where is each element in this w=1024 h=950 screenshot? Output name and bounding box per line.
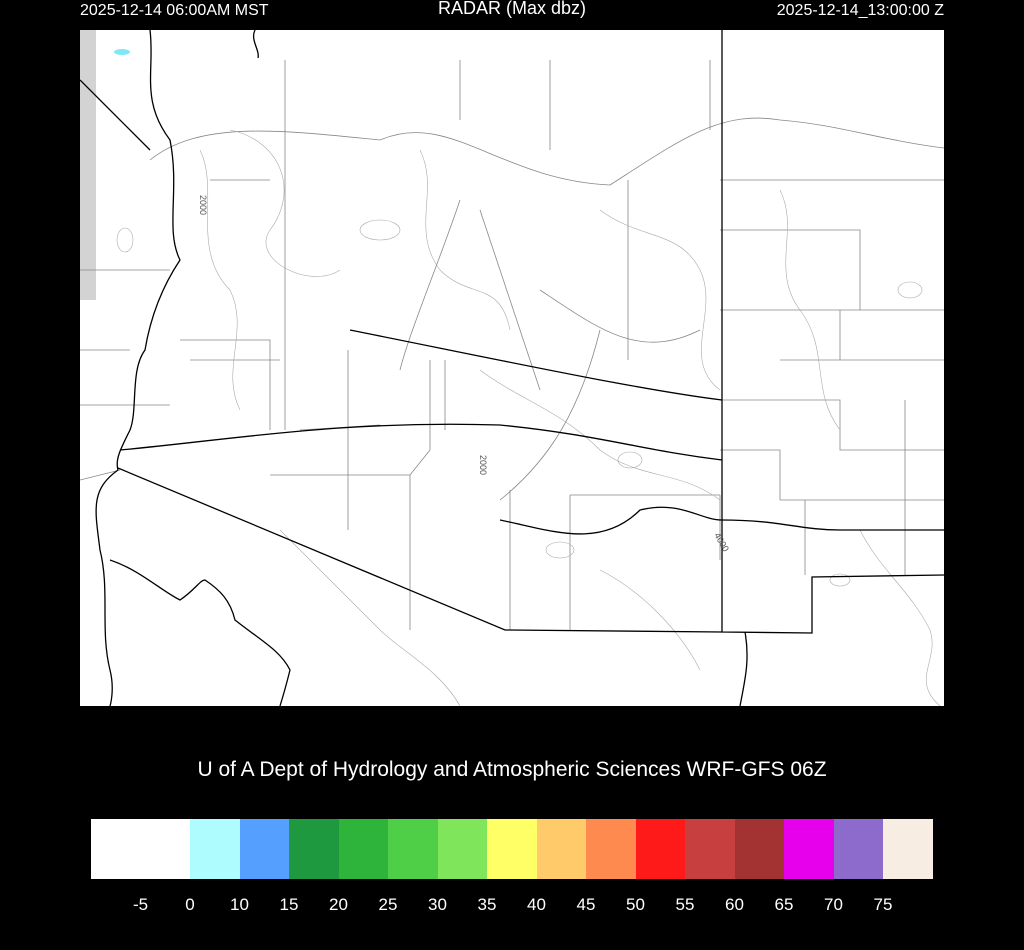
colorbar-tick-label: 45 [576,895,596,914]
colorbar-tick-label: 75 [873,895,893,914]
colorbar-tick-label: 70 [824,895,843,914]
colorbar-swatch [685,819,735,879]
radar-map: 2000 2000 4000 [80,30,944,706]
colorbar-swatch [883,819,933,879]
colorbar-tick-label: 15 [279,895,299,914]
colorbar-tick-label: 30 [428,895,447,914]
colorbar-swatch [487,819,537,879]
colorbar-tick-label: 65 [774,895,794,914]
missing-data-strip [80,30,96,300]
colorbar-swatch [784,819,834,879]
colorbar-swatch [536,819,586,879]
colorbar-swatch [388,819,438,879]
colorbar-swatch [190,819,240,879]
colorbar-swatch [437,819,487,879]
contour-label: 2000 [198,195,208,215]
colorbar-swatch [635,819,685,879]
colorbar-tick-label: 60 [725,895,744,914]
colorbar-swatch [586,819,636,879]
colorbar-swatch [833,819,883,879]
colorbar-tick-label: 55 [675,895,695,914]
colorbar-tick-label: 50 [626,895,645,914]
map-title: RADAR (Max dbz) [437,0,587,18]
colorbar-swatch [239,819,289,879]
colorbar-tick-label: 10 [230,895,249,914]
colorbar-tick-label: -5 [132,895,149,914]
credit-line: U of A Dept of Hydrology and Atmospheric… [197,758,827,781]
colorbar-tick-label: 0 [185,895,195,914]
radar-echo [114,49,130,55]
utc-time: 2025-12-14_13:00:00 Z [776,2,944,19]
contour-labels: 2000 2000 4000 [198,195,731,553]
county-lines [80,60,944,630]
terrain-contours [116,129,941,706]
colorbar-tick-label: 20 [329,895,348,914]
colorbar-swatch [338,819,388,879]
colorbar-tick-label: 35 [477,895,497,914]
colorbar-swatch [91,819,190,879]
contour-label: 2000 [478,455,488,475]
state-borders [80,30,944,706]
colorbar [91,819,933,879]
colorbar-tick-label: 40 [527,895,546,914]
local-time: 2025-12-14 06:00AM MST [80,2,269,19]
colorbar-tick-label: 25 [378,895,398,914]
contour-label: 4000 [712,531,731,553]
colorbar-swatch [734,819,784,879]
colorbar-swatch [289,819,339,879]
colorbar-ticks: -5 0 10 15 20 25 30 35 40 45 50 55 60 65 70 75 [0,895,1024,919]
